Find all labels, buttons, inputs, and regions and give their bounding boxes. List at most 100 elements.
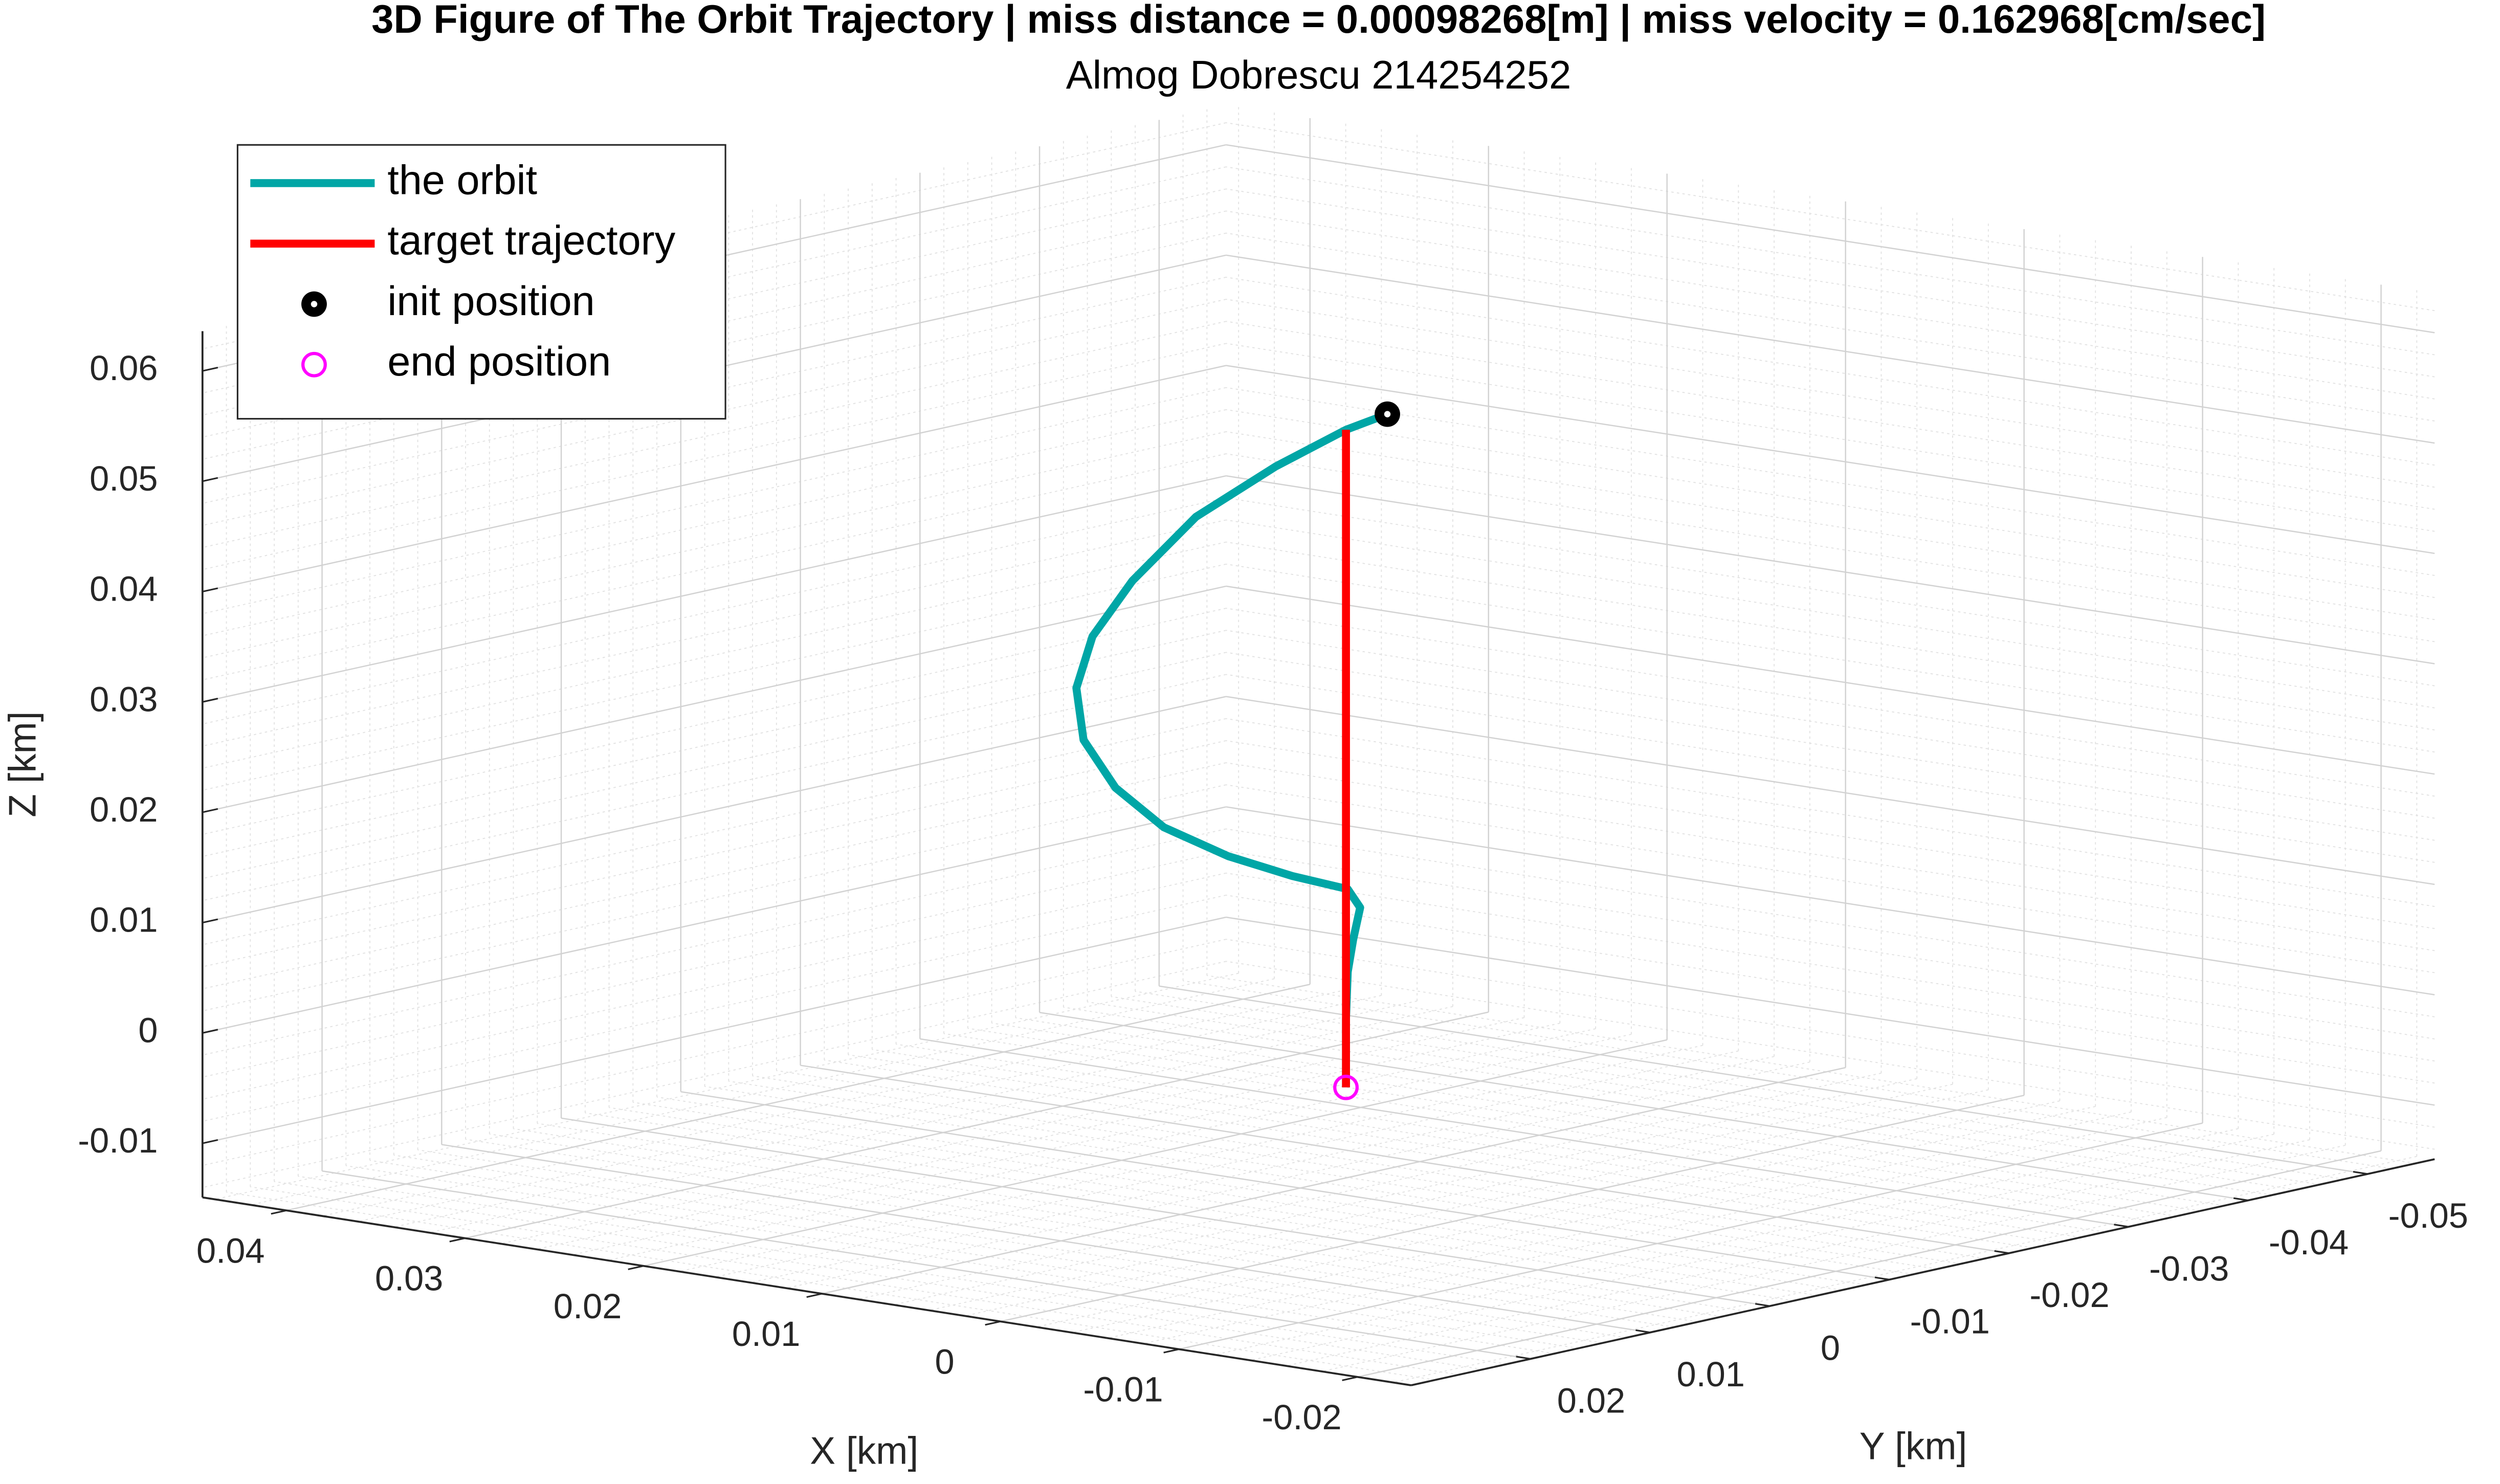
z-tick — [202, 698, 218, 703]
grid-line — [920, 1038, 2129, 1228]
minor-grid-line — [202, 828, 1226, 1056]
y-axis-line — [1410, 1158, 2435, 1386]
minor-grid-line — [202, 784, 1226, 1012]
grid-line — [441, 1144, 1650, 1333]
minor-grid-line — [202, 674, 1226, 901]
minor-grid-line — [358, 995, 1382, 1222]
grid-line — [202, 475, 1227, 703]
z-tick — [202, 808, 218, 813]
z-tick-label: 0.03 — [90, 679, 158, 719]
minor-grid-line — [215, 972, 1239, 1200]
minor-grid-line — [964, 1089, 1989, 1317]
minor-grid-line — [1321, 1144, 2346, 1372]
minor-grid-line — [715, 1050, 1739, 1278]
minor-grid-line — [202, 894, 1226, 1122]
minor-grid-line — [202, 277, 1226, 504]
plot-area — [1072, 401, 1400, 1100]
y-tick-label: -0.02 — [2029, 1275, 2109, 1315]
z-tick — [202, 1139, 218, 1144]
y-tick-label: -0.01 — [1910, 1302, 1990, 1341]
grid-line — [1159, 985, 2368, 1175]
legend-label: init position — [387, 278, 594, 324]
z-tick-label: 0.06 — [90, 348, 158, 388]
minor-grid-line — [322, 989, 1346, 1216]
grid-line — [202, 696, 1227, 923]
grid-line — [202, 916, 1227, 1144]
minor-grid-line — [202, 431, 1226, 658]
axes: -0.02 -0.01 0 0.01 0.02 0.03 0.04 -0.05 -0.04 -0.… — [78, 331, 2468, 1437]
minor-grid-line — [202, 652, 1226, 879]
z-tick-label: 0.04 — [90, 569, 158, 609]
minor-grid-line — [202, 563, 1226, 791]
grid-line — [800, 1065, 2009, 1254]
y-tick-label: 0 — [1821, 1328, 1840, 1367]
y-axis-label: Y [km] — [1860, 1424, 1967, 1467]
y-tick-label: -0.03 — [2149, 1249, 2229, 1288]
minor-grid-line — [202, 409, 1226, 636]
legend-label: target trajectory — [387, 218, 675, 264]
legend: the orbit target trajectory init position e… — [236, 144, 726, 420]
marker-center — [1384, 411, 1391, 417]
minor-grid-line — [202, 608, 1226, 835]
grid-line — [1039, 1012, 2248, 1201]
minor-grid-line — [202, 939, 1226, 1166]
minor-grid-line — [202, 188, 1226, 416]
minor-grid-line — [1072, 1106, 2096, 1333]
minor-grid-line — [857, 1072, 1882, 1300]
grid-line — [822, 1067, 1846, 1295]
x-tick-label: 0.04 — [196, 1231, 264, 1270]
y-tick-label: 0.02 — [1557, 1381, 1625, 1421]
marker-center — [311, 301, 318, 307]
minor-grid-line — [250, 978, 1275, 1206]
minor-grid-line — [202, 166, 1226, 394]
series-line — [1072, 410, 1389, 1088]
grid-line — [1226, 585, 2435, 775]
minor-grid-line — [1036, 1100, 2060, 1327]
minor-grid-line — [202, 850, 1226, 1078]
z-tick — [202, 366, 218, 372]
minor-grid-line — [202, 232, 1226, 460]
minor-grid-line — [202, 122, 1226, 349]
grid-line — [643, 1039, 1667, 1267]
z-tick — [202, 587, 218, 593]
grid-line — [202, 806, 1227, 1034]
grid-line — [1226, 365, 2435, 555]
grid-line — [1179, 1122, 2203, 1350]
legend-label: end position — [387, 339, 611, 385]
minor-grid-line — [500, 1017, 1524, 1245]
minor-grid-line — [202, 497, 1226, 725]
grid — [202, 107, 2435, 1383]
y-tick-label: 0.01 — [1677, 1355, 1745, 1394]
grid-line — [561, 1117, 1770, 1307]
grid-line — [1226, 254, 2435, 444]
minor-grid-line — [202, 718, 1226, 945]
z-tick-label: 0 — [138, 1010, 158, 1050]
minor-grid-line — [202, 453, 1226, 680]
grid-line — [1226, 475, 2435, 665]
minor-grid-line — [202, 740, 1226, 967]
minor-grid-line — [536, 1023, 1560, 1250]
grid-line — [1357, 1150, 2381, 1378]
grid-line — [680, 1091, 1890, 1280]
grid-line — [1226, 916, 2435, 1106]
minor-grid-line — [750, 1056, 1775, 1283]
grid-line — [322, 1170, 1531, 1360]
minor-grid-line — [202, 519, 1226, 747]
grid-line — [464, 1011, 1489, 1239]
minor-grid-line — [1286, 1139, 2310, 1366]
minor-grid-line — [202, 630, 1226, 857]
x-tick-label: 0 — [935, 1342, 955, 1381]
z-tick-label: 0.02 — [90, 790, 158, 829]
z-axis-label: Z [km] — [1, 711, 44, 817]
minor-grid-line — [393, 1000, 1418, 1228]
minor-grid-line — [1250, 1134, 2274, 1361]
grid-line — [286, 984, 1311, 1211]
grid-line — [1226, 696, 2435, 885]
z-tick-label: 0.05 — [90, 459, 158, 498]
minor-grid-line — [202, 210, 1226, 438]
x-tick-label: 0.03 — [375, 1259, 443, 1298]
minor-grid-line — [429, 1006, 1453, 1233]
minor-grid-line — [571, 1028, 1596, 1255]
x-tick-label: -0.02 — [1262, 1398, 1341, 1437]
